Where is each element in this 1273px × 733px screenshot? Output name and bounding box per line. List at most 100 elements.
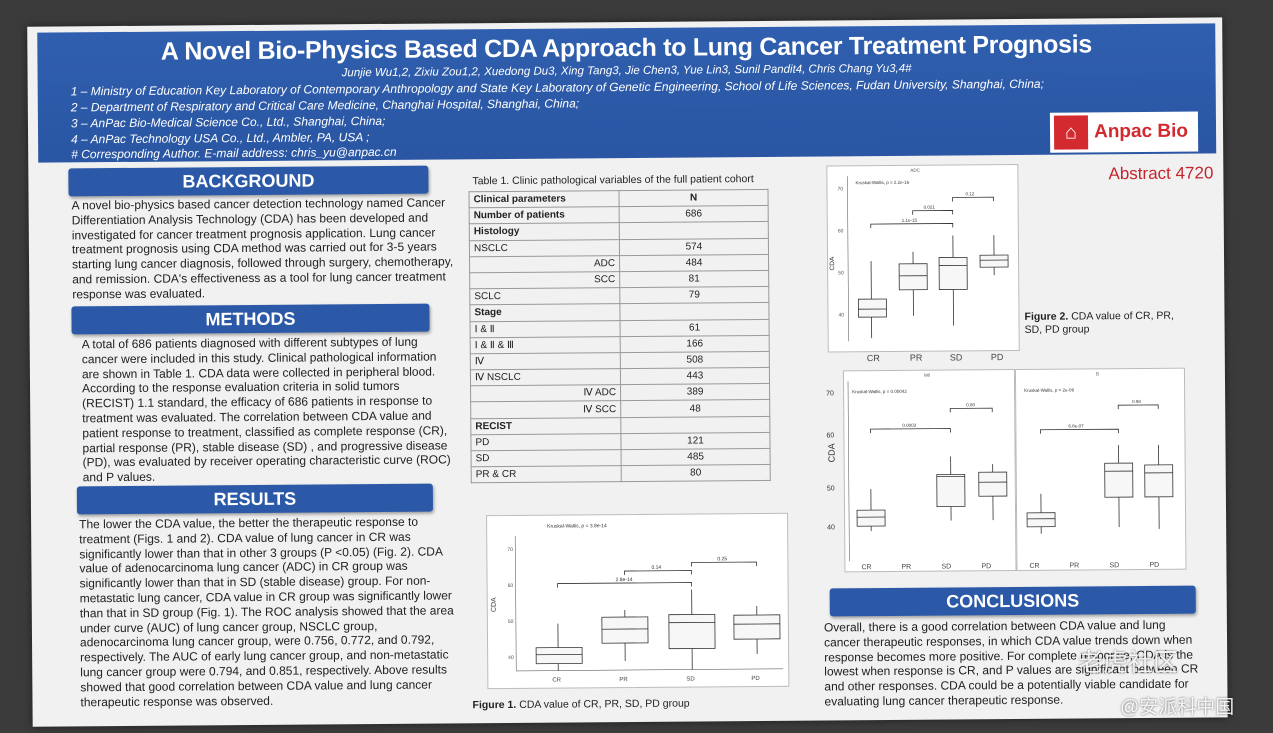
fig3b-stat: Kruskal-Wallis, p = 2e-06 xyxy=(1024,388,1075,393)
table-header-cell: Clinical parameters xyxy=(469,190,620,208)
fig3a-box-sd xyxy=(936,473,966,507)
fig2-pvalue: 1.1e-15 xyxy=(902,218,918,223)
fig2-ytick: 60 xyxy=(838,228,844,234)
fig1-box-sd xyxy=(668,613,716,650)
poster-banner: A Novel Bio-Physics Based CDA Approach t… xyxy=(37,23,1217,163)
table-cell-label: Ⅳ SCC xyxy=(470,401,621,419)
fig1-box-pd xyxy=(733,614,781,640)
table-cell-label: NSCLC xyxy=(469,239,620,257)
methods-text: A total of 686 patients diagnosed with d… xyxy=(81,334,451,485)
table-cell-label: Ⅰ & Ⅱ xyxy=(470,320,621,338)
logo-text: Anpac Bio xyxy=(1093,120,1189,143)
fig1-ytick: 70 xyxy=(507,547,513,553)
fig1-pvalue: 0.25 xyxy=(717,556,727,562)
anpac-logo-icon: ⌂ xyxy=(1053,115,1089,150)
fig2-ytick: 50 xyxy=(838,270,844,276)
table-cell-value: 484 xyxy=(619,254,769,272)
fig1-bracket xyxy=(624,570,692,576)
table-cell-value: 80 xyxy=(621,464,771,482)
fig1-yaxis xyxy=(514,535,517,671)
fig2-bracket xyxy=(912,210,954,215)
figure-2-boxplot: ADC Kruskal-Wallis, p = 2.2e-16 CDA 40 5… xyxy=(826,163,1020,353)
table-cell-value: 61 xyxy=(620,318,770,337)
fig1-bracket xyxy=(557,582,693,588)
figure-1-label: Figure 1. xyxy=(472,698,517,712)
table-cell-label: PR & CR xyxy=(471,465,622,484)
poster: A Novel Bio-Physics Based CDA Approach t… xyxy=(27,17,1228,727)
fig2-ytick: 40 xyxy=(838,312,844,318)
fig3b-xtick: SD xyxy=(1109,562,1120,570)
table-cell-value: 79 xyxy=(619,286,769,304)
table-cell-value: 485 xyxy=(621,448,771,466)
fig3b-box-cr xyxy=(1026,512,1056,528)
table-cell-label: SD xyxy=(471,449,622,467)
fig3a-box-pd xyxy=(978,471,1008,497)
figure-2-svg: ADC Kruskal-Wallis, p = 2.2e-16 CDA 40 5… xyxy=(829,168,1009,342)
fig3b-bracket xyxy=(1039,428,1119,434)
fig1-ytick: 40 xyxy=(508,655,514,661)
fig3a-ytick: 70 xyxy=(826,390,834,398)
fig2-box-sd xyxy=(938,256,968,290)
table-cell-value: 508 xyxy=(620,351,770,369)
table-header-cell: N xyxy=(618,189,769,207)
figure-2-label: Figure 2. xyxy=(1024,310,1069,323)
table-cell-value: 574 xyxy=(619,237,769,256)
figure-1-caption: Figure 1. CDA value of CR, PR, SD, PD gr… xyxy=(472,698,689,712)
watermark-text: 老虎社区 xyxy=(1078,649,1179,677)
figure-1-boxplot: Kruskal-Wallis, p = 3.8e-14 CDA 40 50 60… xyxy=(486,512,790,690)
table-cell-label: Number of patients xyxy=(469,206,620,225)
fig2-bracket xyxy=(870,223,954,229)
figure-2-caption: Figure 2. CDA value of CR, PR, SD, PD gr… xyxy=(1024,310,1174,337)
table-cell-value xyxy=(619,302,770,321)
figure-3b-svg: B Kruskal-Wallis, p = 2e-06 6.8e-07 0.98 xyxy=(1024,371,1174,534)
fig2-pvalue: 0.021 xyxy=(924,205,936,210)
anpac-logo: ⌂ Anpac Bio xyxy=(1049,111,1199,153)
table-cell-label: Ⅳ ADC xyxy=(470,384,621,403)
table-cell-label: Histology xyxy=(469,222,620,241)
table-row: PR & CR 80 xyxy=(471,464,771,484)
fig1-ylabel: CDA xyxy=(491,597,498,612)
fig2-bracket xyxy=(952,196,994,202)
table-cell-value: 48 xyxy=(620,399,770,418)
table-cell-label: ADC xyxy=(469,255,620,273)
fig3b-box-pd xyxy=(1144,464,1174,498)
fig2-box-cr xyxy=(857,298,887,318)
background-heading: BACKGROUND xyxy=(68,165,429,197)
fig2-panel-title: ADC xyxy=(910,168,920,173)
table1-title: Table 1. Clinic pathological variables o… xyxy=(472,173,754,188)
table-cell-value: 81 xyxy=(619,270,769,288)
figure-3b-boxplot: B Kruskal-Wallis, p = 2e-06 6.8e-07 0.98 xyxy=(1014,367,1187,571)
table-cell-value: 389 xyxy=(620,383,770,402)
results-heading: RESULTS xyxy=(76,483,434,515)
results-text: The lower the CDA value, the better the … xyxy=(79,514,454,709)
fig2-xtick: PR xyxy=(909,352,923,363)
fig3a-xtick: CR xyxy=(861,564,872,572)
fig1-stat: Kruskal-Wallis, p = 3.8e-14 xyxy=(547,523,607,529)
table-cell-label: PD xyxy=(470,433,622,451)
fig3a-xtick: PD xyxy=(981,563,992,571)
fig2-stat: Kruskal-Wallis, p = 2.2e-16 xyxy=(855,180,909,185)
corresponding-author: # Corresponding Author. E-mail address: … xyxy=(71,144,397,162)
clinical-table: Clinical parameters N Number of patients… xyxy=(468,189,771,484)
fig3a-xtick: PR xyxy=(901,563,912,571)
fig1-pvalue: 2.8e-14 xyxy=(616,577,633,583)
fig2-ylabel: CDA xyxy=(829,256,836,270)
methods-heading: METHODS xyxy=(71,303,430,335)
fig1-ytick: 50 xyxy=(508,619,514,625)
watermark-handle: @安派科中国 xyxy=(1120,697,1235,718)
fig3b-pvalue: 6.8e-07 xyxy=(1068,423,1084,428)
fig2-yaxis xyxy=(847,176,849,342)
fig3a-ytick: 50 xyxy=(826,485,835,493)
fig1-box-cr xyxy=(535,646,583,665)
fig1-xtick: CR xyxy=(552,678,561,684)
fig3a-pvalue: 0.0003 xyxy=(902,423,916,428)
table-cell-label: SCC xyxy=(469,271,620,289)
fig2-xtick: CR xyxy=(866,353,880,364)
table-cell-label: SCLC xyxy=(469,287,620,306)
fig3b-xtick: PR xyxy=(1069,562,1080,570)
fig3b-pvalue: 0.98 xyxy=(1132,399,1141,404)
fig3a-ylabel: CDA xyxy=(826,443,837,463)
fig3b-xtick: PD xyxy=(1149,561,1160,569)
fig3b-panel-title: B xyxy=(1096,371,1099,376)
fig3a-ytick: 60 xyxy=(826,432,835,440)
